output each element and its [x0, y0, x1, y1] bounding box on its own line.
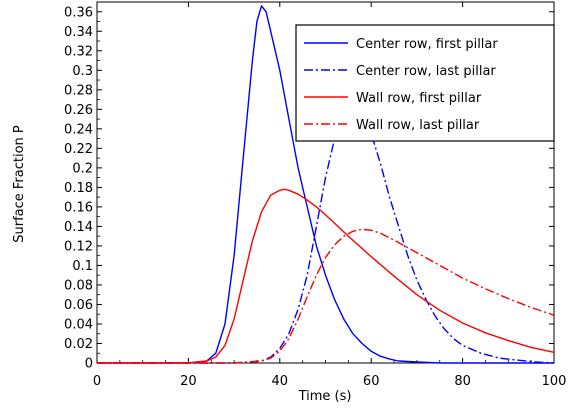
y-tick-label: 0.36 [64, 5, 93, 20]
y-axis-label: Surface Fraction P [12, 125, 27, 243]
x-tick-label: 100 [542, 374, 567, 389]
series-line-1 [97, 5, 554, 364]
legend-label-1: Center row, first pillar [356, 37, 498, 52]
y-tick-label: 0.02 [64, 337, 93, 352]
y-tick-label: 0.2 [72, 161, 93, 176]
axes: 0 0.02 0.04 0.06 0.08 0.1 0.12 0.14 0.16 0.18 0.2 0… [64, 1, 567, 389]
series-line-4 [97, 228, 555, 364]
y-tick-label: 0.34 [64, 25, 93, 40]
x-tick-label: 0 [93, 374, 101, 389]
series-line-3 [97, 188, 555, 364]
y-tick-label: 0 [85, 357, 93, 372]
y-tick-label: 0.14 [64, 220, 93, 235]
y-tick-label: 0.24 [64, 122, 93, 137]
series-group [97, 5, 555, 364]
legend-label-3: Wall row, first pillar [356, 91, 482, 106]
legend: Center row, first pillar Center row, last… [295, 24, 555, 142]
y-tick-label: 0.18 [64, 181, 93, 196]
y-tick-label: 0.06 [64, 298, 93, 313]
x-tick-label: 60 [363, 374, 380, 389]
y-tick-label: 0.22 [64, 142, 93, 157]
x-tick-label: 20 [180, 374, 197, 389]
y-tick-label: 0.3 [72, 64, 93, 79]
y-tick-label: 0.1 [72, 259, 93, 274]
y-tick-label: 0.32 [64, 44, 93, 59]
y-tick-label: 0.12 [64, 239, 93, 254]
legend-label-2: Center row, last pillar [356, 64, 496, 79]
series-line-2 [97, 108, 555, 364]
x-tick-label: 40 [272, 374, 289, 389]
y-tick-label: 0.08 [64, 278, 93, 293]
legend-box [295, 24, 555, 142]
y-tick-label: 0.26 [64, 103, 93, 118]
x-tick-label: 80 [454, 374, 471, 389]
legend-label-4: Wall row, last pillar [356, 118, 480, 133]
y-tick-label: 0.28 [64, 83, 93, 98]
y-tick-label: 0.04 [64, 317, 93, 332]
x-axis-label: Time (s) [298, 389, 352, 404]
y-tick-label: 0.16 [64, 200, 93, 215]
